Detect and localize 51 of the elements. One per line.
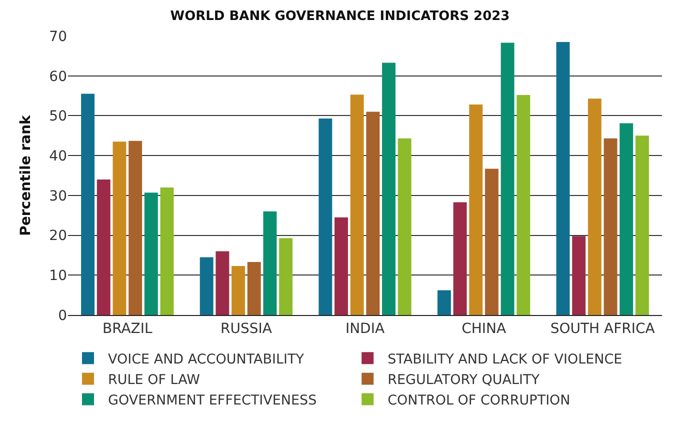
- legend-label: VOICE AND ACCOUNTABILITY: [108, 351, 305, 368]
- legend-label: GOVERNMENT EFFECTIVENESS: [108, 392, 317, 409]
- y-tick-label: 10: [49, 268, 67, 284]
- legend-label: RULE OF LAW: [108, 372, 200, 388]
- y-tick-label: 0: [58, 308, 67, 324]
- x-tick-label: BRAZIL: [102, 320, 153, 337]
- y-tick-label: 70: [49, 28, 67, 45]
- bar: [556, 42, 570, 315]
- bar: [604, 138, 618, 315]
- bar: [318, 118, 332, 315]
- y-tick-label: 60: [49, 68, 67, 85]
- bar: [572, 236, 586, 315]
- chart-title: WORLD BANK GOVERNANCE INDICATORS 2023: [170, 8, 510, 24]
- x-tick-label: CHINA: [462, 320, 506, 337]
- y-tick-label: 40: [49, 148, 67, 164]
- bar: [620, 123, 634, 315]
- bar: [350, 94, 364, 315]
- bar: [263, 211, 277, 315]
- bar: [144, 192, 158, 315]
- bar: [247, 262, 261, 315]
- bar: [334, 217, 348, 315]
- bar: [366, 112, 380, 315]
- bar: [500, 42, 514, 315]
- legend-label: REGULATORY QUALITY: [388, 372, 540, 388]
- y-tick-label: 30: [49, 188, 67, 204]
- bar: [469, 104, 483, 315]
- y-tick-label: 20: [49, 228, 67, 244]
- bar: [232, 266, 246, 315]
- x-tick-label: INDIA: [345, 320, 385, 337]
- bar: [635, 136, 649, 315]
- bar: [516, 94, 530, 315]
- legend-label: STABILITY AND LACK OF VIOLENCE: [388, 351, 622, 368]
- bar: [200, 257, 214, 315]
- y-tick-label: 50: [49, 108, 67, 125]
- y-axis-title: Percentile rank: [18, 114, 34, 236]
- x-tick-label: RUSSIA: [220, 320, 272, 337]
- bar: [96, 179, 110, 315]
- bar: [453, 202, 467, 315]
- bar: [398, 138, 412, 315]
- bar: [437, 290, 451, 315]
- bar: [216, 251, 230, 315]
- bar: [81, 94, 95, 315]
- bar: [588, 98, 602, 315]
- bar: [382, 62, 396, 315]
- bar: [160, 187, 174, 315]
- bar: [279, 238, 293, 315]
- x-tick-label: SOUTH AFRICA: [550, 320, 656, 337]
- bar: [484, 168, 498, 315]
- bar: [112, 142, 126, 315]
- bar: [128, 140, 142, 315]
- legend-label: CONTROL OF CORRUPTION: [388, 392, 570, 409]
